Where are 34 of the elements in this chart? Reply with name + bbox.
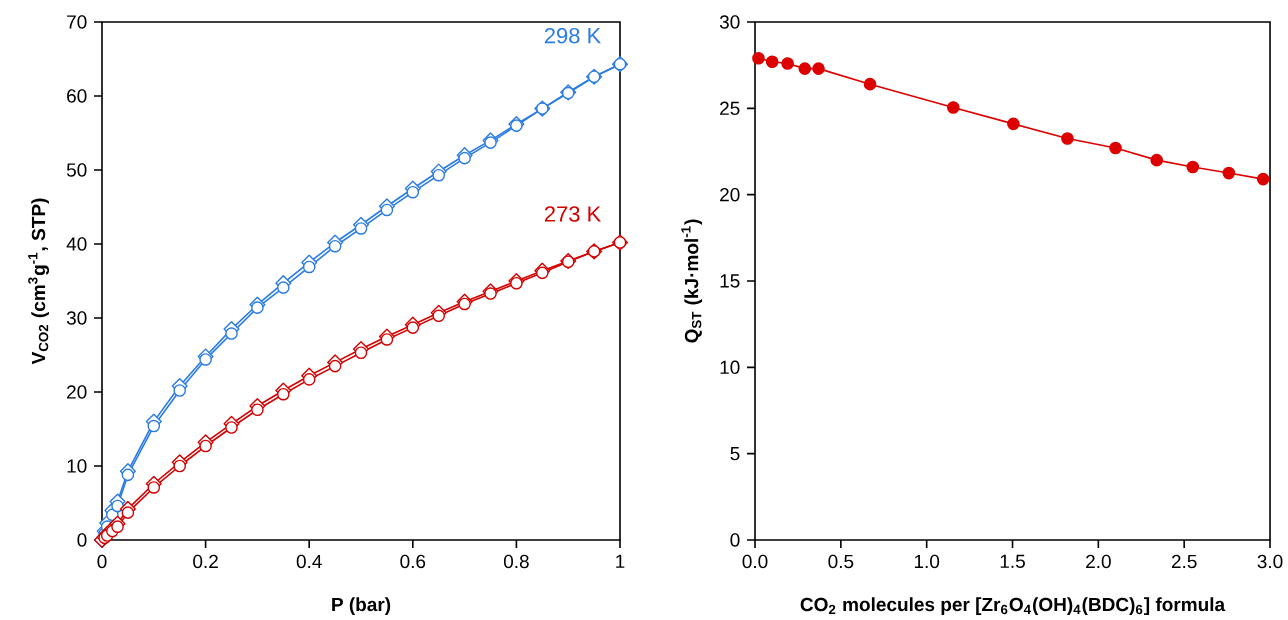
x-tick-label: 1.0 [914,554,940,569]
x-axis-title: P (bar) [332,597,391,615]
x-tick-label: 0.4 [296,554,322,569]
y-tick-label: 10 [67,459,87,473]
y-tick-label: 70 [67,15,87,29]
x-tick-label: 1 [616,554,625,568]
y-tick-label: 40 [66,237,87,251]
y-axis-title: V$_{CO2}$ (cm$^{3}$g$^{-1}$, STP) [28,198,50,365]
x-tick-label: 0.6 [400,554,426,569]
y-tick-label: 30 [719,15,740,29]
y-tick-label: 25 [720,101,740,116]
y-tick-label: 50 [66,163,87,177]
series-label: 298 K [544,27,601,44]
x-tick-label: 2.5 [1171,554,1197,569]
x-tick-label: 2.0 [1086,554,1111,569]
y-tick-label: 30 [66,311,87,325]
x-tick-label: 0.2 [193,554,218,569]
y-tick-label: 20 [720,187,740,202]
y-tick-label: 5 [730,447,740,461]
x-tick-label: 0.0 [742,554,768,569]
y-tick-label: 10 [720,360,740,375]
y-axis-title: Q$_{ST}$ (kJ·mol$^{-1}$) [681,219,703,343]
y-tick-label: 0 [730,533,740,547]
x-tick-label: 3.0 [1257,554,1283,569]
x-tick-label: 0 [97,554,107,569]
series-label: 273 K [544,206,601,222]
y-tick-label: 60 [67,89,87,103]
x-tick-label: 1.5 [1000,554,1025,568]
x-tick-label: 0.5 [828,554,854,569]
y-tick-label: 0 [77,533,87,547]
text: CO$_{2}$ molecules per [Zr$_{6}$O$_{4}$(OH)$_{4}$(BDC)$_{6}$] formula [800,597,1226,615]
y-tick-label: 20 [67,385,87,399]
y-tick-label: 15 [720,274,740,288]
x-tick-label: 0.8 [503,554,529,569]
